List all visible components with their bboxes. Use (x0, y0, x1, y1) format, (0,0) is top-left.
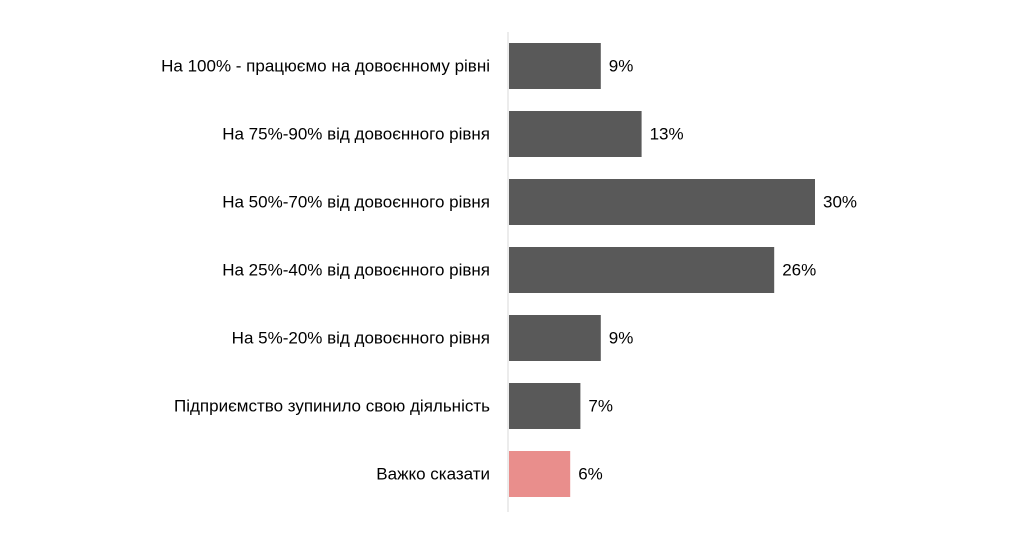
category-label-7: Важко сказати (376, 465, 490, 484)
bars-layer (509, 43, 815, 497)
value-label-7: 6% (578, 465, 603, 484)
category-label-2: На 75%-90% від довоєнного рівня (222, 125, 490, 144)
category-label-1: На 100% - працюємо на довоєнному рівні (161, 57, 490, 76)
bar-2 (509, 111, 642, 157)
bar-6 (509, 383, 581, 429)
value-label-4: 26% (782, 261, 816, 280)
bar-1 (509, 43, 601, 89)
category-label-3: На 50%-70% від довоєнного рівня (222, 193, 490, 212)
bar-5 (509, 315, 601, 361)
value-label-3: 30% (823, 193, 857, 212)
category-label-4: На 25%-40% від довоєнного рівня (222, 261, 490, 280)
category-label-6: Підприємство зупинило свою діяльність (174, 397, 490, 416)
value-label-6: 7% (588, 397, 613, 416)
value-label-5: 9% (609, 329, 634, 348)
category-label-5: На 5%-20% від довоєнного рівня (232, 329, 490, 348)
value-label-2: 13% (650, 125, 684, 144)
value-label-1: 9% (609, 57, 634, 76)
bar-4 (509, 247, 775, 293)
bar-7 (509, 451, 571, 497)
labels-layer: На 100% - працюємо на довоєнному рівні 9%… (161, 57, 857, 484)
bar-3 (509, 179, 815, 225)
